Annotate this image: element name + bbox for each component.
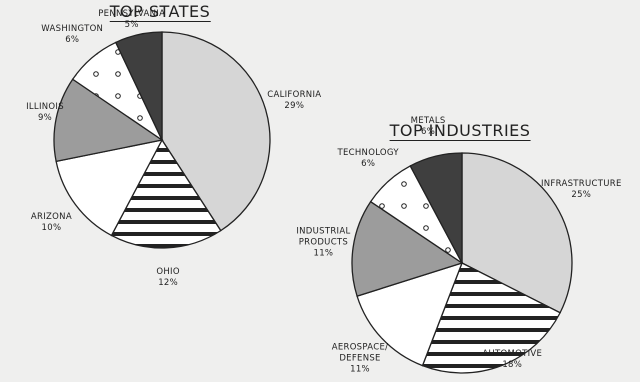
slice-label: INFRASTRUCTURE 25%: [540, 179, 622, 201]
pie-slice: [409, 152, 463, 264]
value-label: 10%: [41, 222, 62, 233]
pie-slice: [110, 138, 222, 249]
pie-slice: [55, 139, 164, 237]
category-label: INDUSTRIAL PRODUCTS: [296, 226, 351, 248]
value-label: 18%: [502, 360, 523, 370]
chart-title: TOP INDUSTRIES: [389, 121, 531, 141]
category-label: OHIO: [156, 266, 180, 277]
value-label: 9%: [37, 112, 53, 123]
category-label: ILLINOIS: [26, 101, 64, 112]
value-label: 25%: [571, 189, 592, 200]
value-label: 5%: [124, 20, 139, 30]
value-label: 6%: [421, 127, 436, 138]
category-label: PENNSYLVANIA: [98, 9, 166, 19]
value-label: 11%: [313, 248, 334, 259]
pie-slice: [356, 261, 464, 367]
value-label: 12%: [158, 277, 178, 288]
slice-label: TECHNOLOGY 6%: [327, 148, 409, 170]
value-label: 6%: [65, 35, 80, 46]
value-label: 6%: [361, 159, 376, 170]
category-label: AUTOMOTIVE: [482, 349, 543, 359]
category-label: CALIFORNIA: [267, 89, 322, 100]
slice-label: ILLINOIS 9%: [4, 102, 86, 124]
pie-slice: [53, 78, 164, 163]
category-label: ARIZONA: [30, 211, 72, 222]
slice-label: METALS 6%: [387, 116, 469, 138]
slice-label: AUTOMOTIVE 18%: [471, 349, 553, 371]
slice-label: AEROSPACE/ DEFENSE 11%: [319, 342, 401, 375]
value-label: 11%: [350, 364, 370, 375]
slice-label: CALIFORNIA 29%: [253, 90, 335, 112]
pie-slice: [421, 262, 561, 374]
pie-slice: [461, 152, 573, 314]
value-label: 29%: [284, 100, 305, 111]
slice-label: INDUSTRIAL PRODUCTS 11%: [282, 227, 364, 260]
pie-slice: [351, 200, 464, 297]
category-label: INFRASTRUCTURE: [540, 178, 622, 189]
category-label: AEROSPACE/ DEFENSE: [331, 342, 389, 364]
slice-label: PENNSYLVANIA 5%: [91, 9, 173, 31]
category-label: TECHNOLOGY: [337, 148, 399, 159]
category-label: METALS: [410, 116, 446, 127]
slice-label: ARIZONA 10%: [10, 212, 92, 234]
category-label: WASHINGTON: [41, 24, 104, 35]
slice-label: WASHINGTON 6%: [31, 24, 113, 46]
chart-title: TOP STATES: [109, 2, 211, 22]
slice-label: OHIO 12%: [127, 267, 209, 289]
pie-slice: [114, 31, 163, 141]
